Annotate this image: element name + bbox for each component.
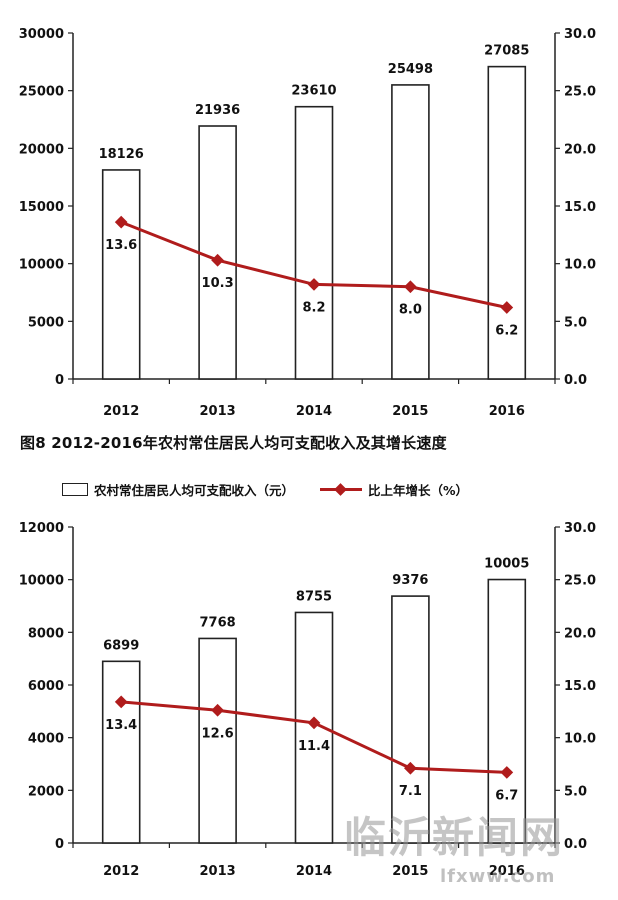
y-tick-label-right: 25.0 xyxy=(564,574,596,589)
chart-bottom: 0 2000 4000 6000 8000 10000 12000 0.0 5.0 10.0 15.… xyxy=(19,521,596,879)
watermark-text: 临沂新闻网 xyxy=(344,813,565,862)
y-tick-label-right: 25.0 xyxy=(564,85,596,100)
y-tick-label-right: 10.0 xyxy=(564,732,596,747)
y-tick-label-right: 0.0 xyxy=(564,373,587,388)
bar-data-label: 6899 xyxy=(103,638,139,653)
x-tick-label: 2014 xyxy=(296,404,332,419)
bar xyxy=(101,660,141,844)
line-data-label: 10.3 xyxy=(202,276,234,291)
bar xyxy=(294,105,334,380)
x-tick-label: 2015 xyxy=(392,404,428,419)
bar-data-label: 18126 xyxy=(99,147,144,162)
legend-line-label: 比上年增长（%） xyxy=(368,482,469,498)
line-data-label: 6.7 xyxy=(495,788,518,803)
line-point xyxy=(500,301,514,314)
line-data-label: 6.2 xyxy=(495,323,518,338)
bar-data-label: 9376 xyxy=(392,573,428,588)
y-tick-label-right: 5.0 xyxy=(564,784,587,799)
line-data-label: 8.0 xyxy=(399,303,422,318)
x-tick-label: 2014 xyxy=(296,864,332,879)
y-tick-label-left: 20000 xyxy=(19,142,64,157)
line-point xyxy=(404,280,417,294)
y-tick-label-right: 0.0 xyxy=(564,837,587,852)
line-data-label: 12.6 xyxy=(202,726,234,741)
y-tick-label-left: 10000 xyxy=(19,258,64,273)
y-tick-label-left: 15000 xyxy=(19,200,64,215)
legend-bar-label: 农村常住居民人均可支配收入（元） xyxy=(94,482,295,498)
bar-data-label: 8755 xyxy=(296,589,332,604)
chart-caption: 图8 2012-2016年农村常住居民人均可支配收入及其增长速度 xyxy=(20,434,447,452)
y-tick-label-left: 6000 xyxy=(28,679,64,694)
y-tick-label-right: 30.0 xyxy=(564,27,596,42)
legend-line-swatch xyxy=(320,484,363,495)
y-tick-label-left: 8000 xyxy=(28,626,64,641)
x-tick-label: 2016 xyxy=(489,404,525,419)
bar xyxy=(391,84,430,380)
bar xyxy=(391,595,430,844)
bar xyxy=(198,125,237,380)
watermark-url: lfxww.com xyxy=(440,866,556,887)
y-tick-label-left: 4000 xyxy=(28,732,64,747)
watermark-logo: 临沂新闻网 lfxww.com xyxy=(340,800,618,900)
bar xyxy=(198,637,237,844)
x-tick-label: 2012 xyxy=(103,864,139,879)
y-tick-label-left: 5000 xyxy=(28,315,64,330)
y-tick-label-left: 25000 xyxy=(19,85,64,100)
line-data-label: 11.4 xyxy=(298,739,330,754)
bar-data-label: 7768 xyxy=(200,615,236,630)
line-point xyxy=(114,215,128,229)
bar-data-label: 23610 xyxy=(291,84,336,99)
y-tick-label-right: 15.0 xyxy=(564,679,596,694)
x-tick-label: 2013 xyxy=(200,864,236,879)
bar xyxy=(487,578,527,844)
y-tick-label-right: 10.0 xyxy=(564,258,596,273)
y-tick-label-left: 12000 xyxy=(19,521,64,536)
line-data-label: 13.4 xyxy=(105,718,137,733)
y-tick-label-right: 5.0 xyxy=(564,315,587,330)
y-tick-label-left: 0 xyxy=(55,373,64,388)
line-data-label: 7.1 xyxy=(399,784,422,799)
legend-bar-swatch xyxy=(62,482,88,496)
bar xyxy=(487,65,527,380)
chart-top: 0 5000 10000 15000 20000 25000 30000 0.0 5.0 10.0… xyxy=(19,27,596,419)
y-tick-label-right: 20.0 xyxy=(564,142,596,157)
y-tick-label-left: 0 xyxy=(55,837,64,852)
y-tick-label-right: 15.0 xyxy=(564,200,596,215)
y-tick-label-left: 10000 xyxy=(19,574,64,589)
line-point xyxy=(307,278,321,291)
bar-data-label: 25498 xyxy=(388,62,433,77)
y-tick-label-left: 30000 xyxy=(19,27,64,42)
bar-data-label: 10005 xyxy=(484,557,529,572)
x-tick-label: 2013 xyxy=(200,404,236,419)
x-tick-label: 2015 xyxy=(392,864,428,879)
y-tick-label-left: 2000 xyxy=(28,784,64,799)
legend: 农村常住居民人均可支配收入（元） 比上年增长（%） xyxy=(62,480,468,498)
bar-data-label: 27085 xyxy=(484,44,529,59)
line-data-label: 8.2 xyxy=(302,300,325,315)
bar-data-label: 21936 xyxy=(195,103,240,118)
bar xyxy=(101,169,141,380)
y-tick-label-right: 20.0 xyxy=(564,626,596,641)
x-tick-label: 2012 xyxy=(103,404,139,419)
line-point xyxy=(211,253,224,267)
y-tick-label-right: 30.0 xyxy=(564,521,596,536)
line-data-label: 13.6 xyxy=(105,238,137,253)
x-tick-label: 2016 xyxy=(489,864,525,879)
